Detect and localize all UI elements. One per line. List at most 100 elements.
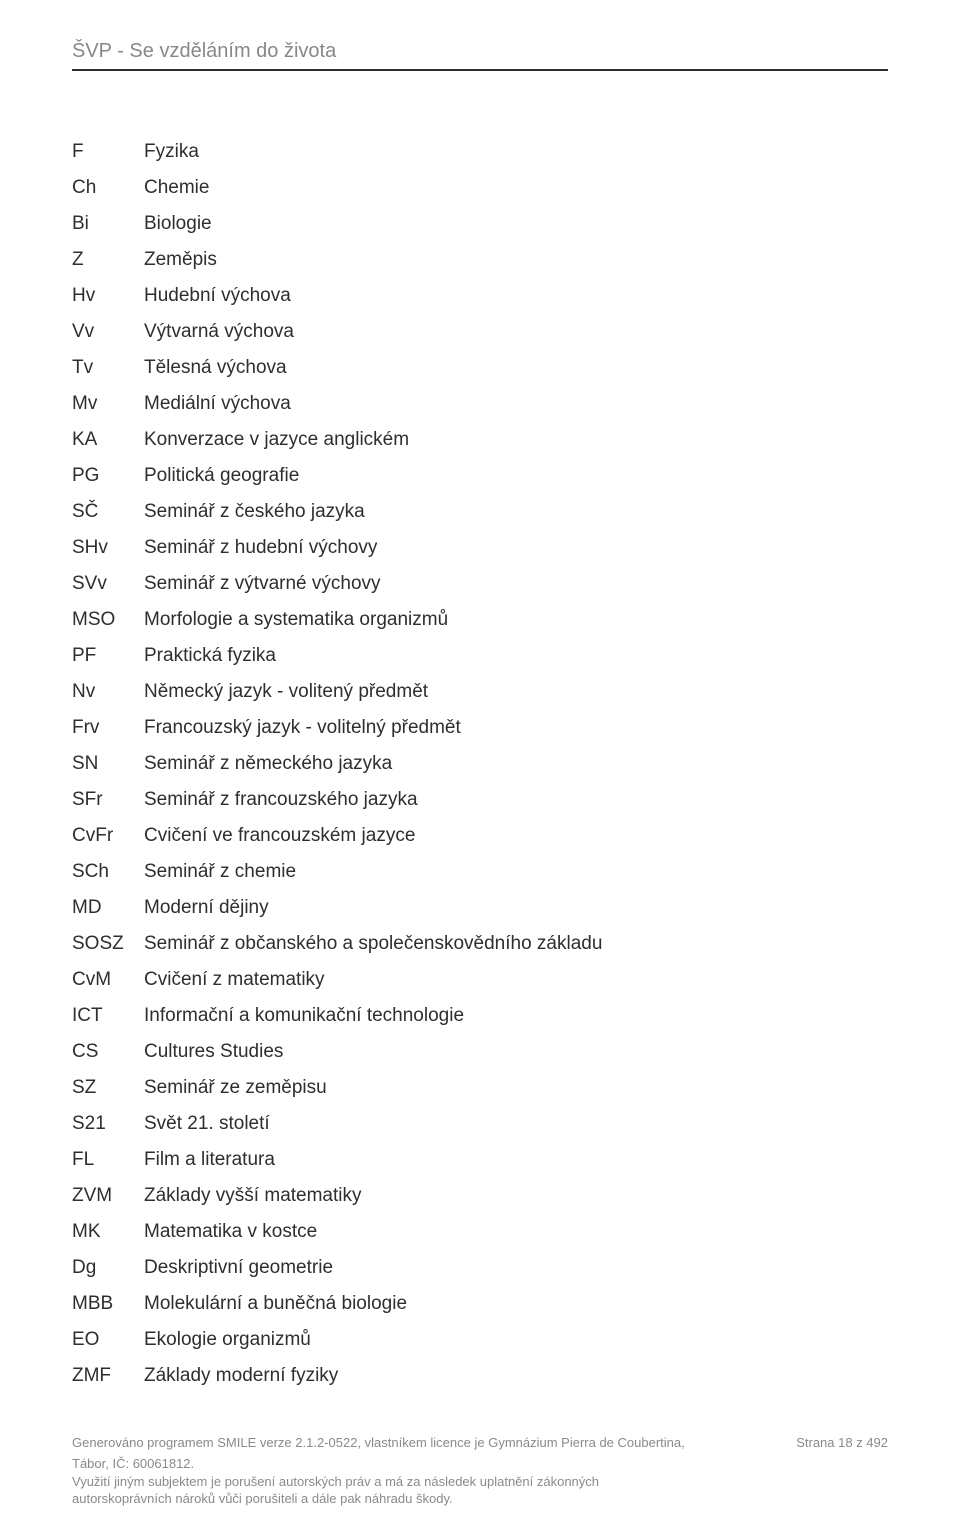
footer-generator-line-2: Tábor, IČ: 60061812. [72,1455,888,1473]
abbreviation-text: Ekologie organizmů [144,1329,602,1365]
header-rule [72,69,888,71]
abbreviation-text: Biologie [144,213,602,249]
abbreviation-row: FrvFrancouzský jazyk - volitelný předmět [72,717,602,753]
abbreviation-text: Matematika v kostce [144,1221,602,1257]
abbreviation-code: MBB [72,1293,144,1329]
abbreviation-text: Mediální výchova [144,393,602,429]
abbreviation-code: CS [72,1041,144,1077]
abbreviation-row: TvTělesná výchova [72,357,602,393]
abbreviation-row: SHvSeminář z hudební výchovy [72,537,602,573]
abbreviation-row: CvFrCvičení ve francouzském jazyce [72,825,602,861]
abbreviation-text: Morfologie a systematika organizmů [144,609,602,645]
abbreviation-row: DgDeskriptivní geometrie [72,1257,602,1293]
abbreviation-row: ZVMZáklady vyšší matematiky [72,1185,602,1221]
abbreviation-text: Základy moderní fyziky [144,1365,602,1401]
abbreviation-row: MBBMolekulární a buněčná biologie [72,1293,602,1329]
abbreviation-row: MDModerní dějiny [72,897,602,933]
footer-legal-line-1: Využití jiným subjektem je porušení auto… [72,1473,888,1491]
abbreviation-code: KA [72,429,144,465]
page-footer: Generováno programem SMILE verze 2.1.2-0… [72,1434,888,1508]
abbreviation-row: SChSeminář z chemie [72,861,602,897]
abbreviation-text: Molekulární a buněčná biologie [144,1293,602,1329]
abbreviation-code: Ch [72,177,144,213]
abbreviation-code: MD [72,897,144,933]
abbreviation-code: EO [72,1329,144,1365]
abbreviation-row: VvVýtvarná výchova [72,321,602,357]
abbreviation-code: ZMF [72,1365,144,1401]
abbreviation-text: Seminář z chemie [144,861,602,897]
abbreviation-code: SVv [72,573,144,609]
abbreviation-code: MK [72,1221,144,1257]
abbreviation-code: SHv [72,537,144,573]
abbreviation-text: Tělesná výchova [144,357,602,393]
abbreviation-row: PFPraktická fyzika [72,645,602,681]
abbreviation-text: Chemie [144,177,602,213]
abbreviation-code: MSO [72,609,144,645]
abbreviation-row: BiBiologie [72,213,602,249]
abbreviation-text: Cvičení ve francouzském jazyce [144,825,602,861]
abbreviation-row: NvNěmecký jazyk - volitený předmět [72,681,602,717]
abbreviation-code: SČ [72,501,144,537]
abbreviation-code: Hv [72,285,144,321]
abbreviation-row: ICTInformační a komunikační technologie [72,1005,602,1041]
abbreviation-row: EOEkologie organizmů [72,1329,602,1365]
abbreviation-code: CvFr [72,825,144,861]
abbreviation-row: HvHudební výchova [72,285,602,321]
abbreviation-code: Vv [72,321,144,357]
abbreviation-text: Seminář z francouzského jazyka [144,789,602,825]
abbreviation-row: FFyzika [72,141,602,177]
abbreviation-code: Nv [72,681,144,717]
abbreviation-row: ZZeměpis [72,249,602,285]
abbreviation-row: MvMediální výchova [72,393,602,429]
abbreviation-code: Dg [72,1257,144,1293]
abbreviation-row: MKMatematika v kostce [72,1221,602,1257]
abbreviation-row: SZSeminář ze zeměpisu [72,1077,602,1113]
abbreviation-code: SN [72,753,144,789]
abbreviation-text: Seminář ze zeměpisu [144,1077,602,1113]
abbreviation-text: Seminář z hudební výchovy [144,537,602,573]
abbreviation-text: Německý jazyk - volitený předmět [144,681,602,717]
abbreviation-code: SFr [72,789,144,825]
abbreviation-code: Tv [72,357,144,393]
abbreviation-code: Z [72,249,144,285]
abbreviation-text: Moderní dějiny [144,897,602,933]
abbreviation-text: Základy vyšší matematiky [144,1185,602,1221]
abbreviation-row: SOSZSeminář z občanského a společenskově… [72,933,602,969]
abbreviation-row: CvMCvičení z matematiky [72,969,602,1005]
abbreviation-text: Film a literatura [144,1149,602,1185]
abbreviation-text: Francouzský jazyk - volitelný předmět [144,717,602,753]
page: ŠVP - Se vzděláním do života FFyzikaChCh… [0,0,960,1536]
abbreviation-text: Deskriptivní geometrie [144,1257,602,1293]
abbreviation-text: Seminář z německého jazyka [144,753,602,789]
abbreviation-code: Bi [72,213,144,249]
abbreviation-row: CSCultures Studies [72,1041,602,1077]
abbreviation-row: ChChemie [72,177,602,213]
abbreviation-code: SZ [72,1077,144,1113]
footer-legal-line-2: autorskoprávních nároků vůči porušiteli … [72,1490,888,1508]
abbreviation-row: S21Svět 21. století [72,1113,602,1149]
abbreviation-text: Seminář z výtvarné výchovy [144,573,602,609]
abbreviation-text: Politická geografie [144,465,602,501]
abbreviation-code: PF [72,645,144,681]
abbreviation-code: F [72,141,144,177]
abbreviation-code: ZVM [72,1185,144,1221]
abbreviation-list: FFyzikaChChemieBiBiologieZZeměpisHvHudeb… [72,141,602,1401]
abbreviation-code: FL [72,1149,144,1185]
abbreviation-code: SOSZ [72,933,144,969]
abbreviation-text: Seminář z občanského a společenskovědníh… [144,933,602,969]
header-title: ŠVP - Se vzděláním do života [72,40,888,63]
abbreviation-code: Mv [72,393,144,429]
abbreviation-row: MSOMorfologie a systematika organizmů [72,609,602,645]
abbreviation-code: ICT [72,1005,144,1041]
abbreviation-row: PGPolitická geografie [72,465,602,501]
abbreviation-code: CvM [72,969,144,1005]
abbreviation-text: Konverzace v jazyce anglickém [144,429,602,465]
footer-page-number: Strana 18 z 492 [796,1434,888,1452]
abbreviation-text: Informační a komunikační technologie [144,1005,602,1041]
abbreviation-row: KAKonverzace v jazyce anglickém [72,429,602,465]
abbreviation-text: Seminář z českého jazyka [144,501,602,537]
abbreviation-text: Výtvarná výchova [144,321,602,357]
abbreviation-row: SČSeminář z českého jazyka [72,501,602,537]
abbreviation-text: Cvičení z matematiky [144,969,602,1005]
footer-generator-line-1: Generováno programem SMILE verze 2.1.2-0… [72,1434,796,1452]
